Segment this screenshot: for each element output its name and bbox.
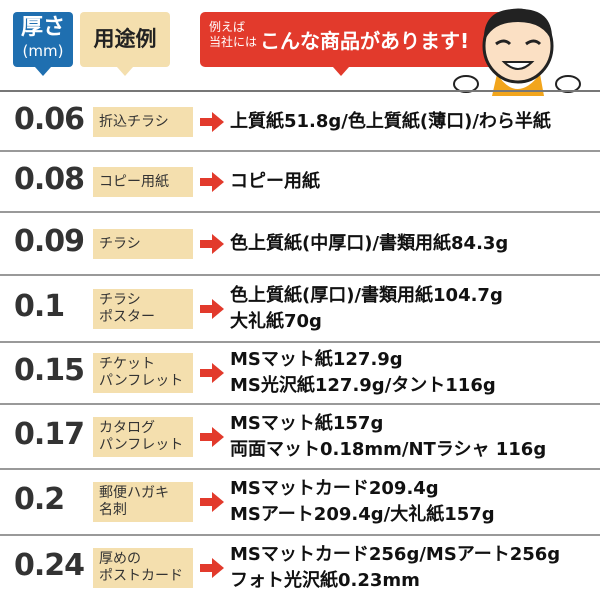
product-line: コピー用紙 (230, 170, 320, 192)
table-row: 0.15 チケット パンフレット MSマット紙127.9g MS光沢紙127.9g/タン… (0, 343, 600, 403)
table-row: 0.17 カタログ パンフレット MSマット紙157g 両面マット0.18mm/NTラシ… (0, 405, 600, 468)
divider (0, 341, 600, 343)
table-row: 0.08 コピー用紙 コピー用紙 (0, 152, 600, 211)
product-list: 色上質紙(中厚口)/書類用紙84.3g (230, 231, 508, 257)
product-line: 色上質紙(中厚口)/書類用紙84.3g (230, 232, 509, 254)
arrow-right-icon (200, 363, 224, 383)
product-line: 色上質紙(厚口)/書類用紙104.7g (230, 284, 503, 306)
header-products: 例えば 当社には こんな商品があります! (200, 12, 513, 76)
usage-box: 厚めの ポストカード (93, 548, 193, 588)
product-list: MSマット紙127.9g MS光沢紙127.9g/タント116g (230, 347, 496, 399)
usage-label: ポストカード (99, 568, 183, 584)
product-list: 色上質紙(厚口)/書類用紙104.7g 大礼紙70g (230, 283, 503, 335)
header-usage: 用途例 (80, 12, 170, 76)
product-list: コピー用紙 (230, 169, 320, 195)
arrow-right-icon (200, 492, 224, 512)
usage-label: コピー用紙 (99, 173, 169, 190)
table-row: 0.06 折込チラシ 上質紙51.8g/色上質紙(薄口)/わら半紙 (0, 93, 600, 150)
usage-box: チケット パンフレット (93, 353, 193, 393)
usage-box: チラシ ポスター (93, 288, 193, 329)
table-row: 0.1 チラシ ポスター 色上質紙(厚口)/書類用紙104.7g 大礼紙70g (0, 276, 600, 341)
usage-label: チケット (99, 356, 155, 372)
arrow-right-icon (200, 558, 224, 578)
usage-label: パンフレット (99, 373, 184, 389)
header-products-prefix: 例えば 当社には (209, 20, 257, 50)
prefix-line2: 当社には (209, 35, 258, 49)
product-line: MSマット紙127.9g (230, 349, 403, 370)
usage-label: 折込チラシ (99, 113, 169, 130)
product-list: MSマットカード256g/MSアート256g フォト光沢紙0.23mm (230, 542, 560, 594)
product-line: MS光沢紙127.9g/タント116g (230, 375, 496, 396)
thickness-value: 0.15 (14, 353, 85, 388)
usage-label: ポスター (99, 308, 155, 325)
thickness-value: 0.2 (14, 482, 65, 517)
product-line: 大礼紙70g (230, 310, 322, 332)
usage-box: チラシ (93, 228, 193, 259)
table-row: 0.09 チラシ 色上質紙(中厚口)/書類用紙84.3g (0, 213, 600, 274)
usage-box: カタログ パンフレット (93, 416, 193, 457)
product-line: MSマットカード209.4g (230, 478, 439, 499)
thickness-value: 0.24 (14, 548, 85, 583)
arrow-right-icon (200, 233, 224, 254)
usage-box: コピー用紙 (93, 166, 193, 197)
usage-box: 折込チラシ (93, 106, 193, 137)
header-usage-label: 用途例 (93, 27, 157, 51)
prefix-line1: 例えば (209, 20, 246, 34)
product-line: 両面マット0.18mm/NTラシャ 116g (230, 438, 547, 460)
mascot-icon (453, 8, 581, 96)
header-thickness-label: 厚さ (20, 15, 65, 40)
product-line: フォト光沢紙0.23mm (230, 570, 420, 591)
callout-tail (117, 67, 133, 76)
arrow-right-icon (200, 171, 224, 192)
header-thickness: 厚さ (mm) (13, 12, 73, 76)
product-line: 上質紙51.8g/色上質紙(薄口)/わら半紙 (230, 110, 551, 132)
callout-tail (35, 67, 51, 76)
table-row: 0.24 厚めの ポストカード MSマットカード256g/MSアート256g フォト光沢… (0, 536, 600, 600)
product-line: MSマットカード256g/MSアート256g (230, 544, 561, 565)
product-line: MSアート209.4g/大礼紙157g (230, 504, 495, 525)
thickness-value: 0.1 (14, 288, 65, 324)
usage-label: カタログ (99, 419, 155, 436)
thickness-value: 0.17 (14, 416, 85, 452)
callout-tail (332, 67, 349, 76)
usage-label: 名刺 (99, 502, 127, 518)
usage-label: チラシ (99, 235, 141, 252)
divider (0, 534, 600, 536)
arrow-right-icon (200, 111, 224, 132)
usage-label: 厚めの (99, 551, 141, 567)
divider (0, 403, 600, 405)
divider (0, 468, 600, 470)
usage-label: チラシ (99, 291, 141, 308)
arrow-right-icon (200, 426, 224, 447)
product-list: 上質紙51.8g/色上質紙(薄口)/わら半紙 (230, 109, 551, 135)
thickness-value: 0.08 (14, 161, 85, 197)
product-line: MSマット紙157g (230, 412, 384, 434)
divider (0, 211, 600, 213)
product-list: MSマットカード209.4g MSアート209.4g/大礼紙157g (230, 476, 495, 528)
divider (0, 90, 600, 92)
usage-label: パンフレット (99, 436, 184, 453)
usage-label: 郵便ハガキ (99, 485, 169, 501)
thickness-value: 0.09 (14, 223, 85, 259)
arrow-right-icon (200, 298, 224, 319)
product-list: MSマット紙157g 両面マット0.18mm/NTラシャ 116g (230, 411, 546, 463)
divider (0, 274, 600, 276)
header-unit-label: (mm) (22, 42, 64, 60)
divider (0, 150, 600, 152)
header-products-title: こんな商品があります! (260, 29, 470, 53)
usage-box: 郵便ハガキ 名刺 (93, 482, 193, 522)
thickness-value: 0.06 (14, 101, 85, 137)
table-row: 0.2 郵便ハガキ 名刺 MSマットカード209.4g MSアート209.4g/大礼紙1… (0, 470, 600, 534)
